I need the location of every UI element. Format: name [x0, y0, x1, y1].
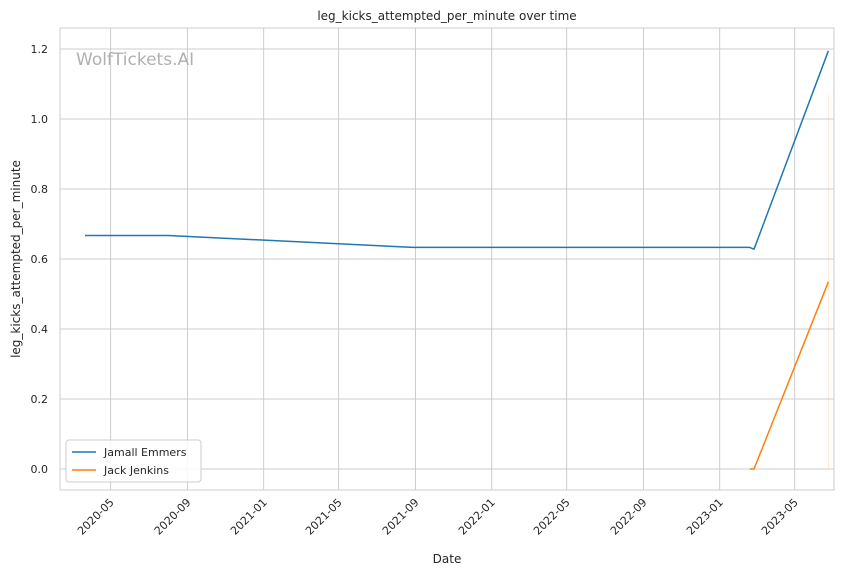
series-line-jack-jenkins	[749, 281, 830, 470]
y-axis-title: leg_kicks_attempted_per_minute	[9, 160, 23, 358]
x-tick-label: 2021-05	[303, 496, 345, 538]
chart-title: leg_kicks_attempted_per_minute over time	[317, 9, 576, 23]
x-axis-ticks: 2020-05 2020-09 2021-01 2021-05 2021-09 2022-…	[75, 496, 801, 538]
x-tick-label: 2022-01	[456, 496, 498, 538]
legend-label: Jack Jenkins	[103, 464, 169, 477]
x-tick-label: 2023-01	[684, 496, 726, 538]
y-tick-label: 1.2	[31, 43, 49, 56]
y-axis-ticks: 0.0 0.2 0.4 0.6 0.8 1.0 1.2	[31, 43, 49, 476]
x-tick-label: 2023-05	[759, 496, 801, 538]
x-tick-label: 2020-09	[152, 496, 194, 538]
legend: Jamall Emmers Jack Jenkins	[65, 439, 202, 483]
y-tick-label: 0.4	[31, 323, 49, 336]
legend-label: Jamall Emmers	[103, 446, 187, 459]
watermark-text: WolfTickets.AI	[76, 50, 194, 70]
x-tick-label: 2022-09	[608, 496, 650, 538]
y-tick-label: 1.0	[31, 113, 49, 126]
x-tick-label: 2020-05	[75, 496, 117, 538]
series-line-jamall-emmers	[85, 50, 830, 250]
y-tick-label: 0.0	[31, 463, 49, 476]
x-axis-title: Date	[433, 552, 462, 566]
x-tick-label: 2021-01	[228, 496, 270, 538]
series-lines	[85, 50, 830, 470]
y-tick-label: 0.8	[31, 183, 49, 196]
grid-lines	[60, 28, 834, 490]
y-tick-label: 0.2	[31, 393, 49, 406]
x-tick-label: 2021-09	[380, 496, 422, 538]
x-tick-label: 2022-05	[531, 496, 573, 538]
y-tick-label: 0.6	[31, 253, 49, 266]
legend-box	[65, 439, 202, 483]
